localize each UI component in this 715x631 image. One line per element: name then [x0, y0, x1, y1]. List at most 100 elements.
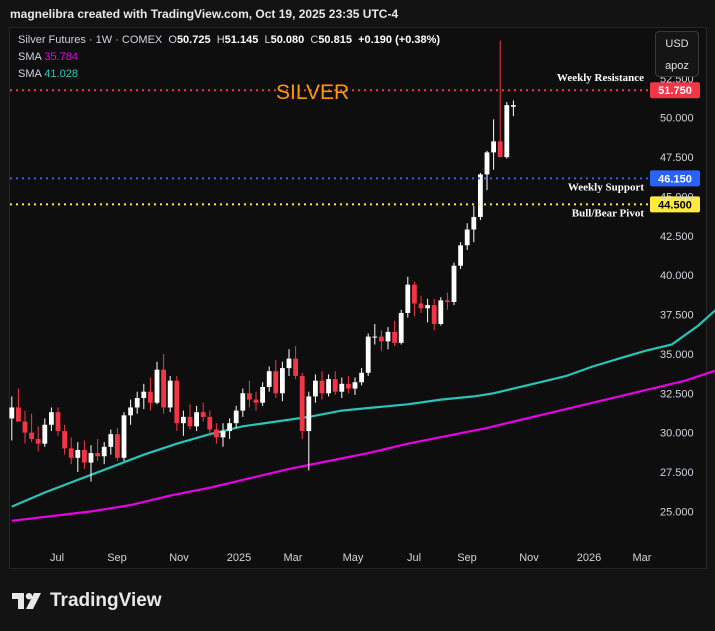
candle-body-39: [266, 371, 272, 387]
level-name-0: Weekly Resistance: [557, 72, 644, 84]
candle-body-55: [372, 336, 378, 338]
candle-body-58: [392, 331, 397, 343]
currency-unit-button[interactable]: USD apoz: [655, 31, 699, 77]
candle-52: [352, 377, 358, 395]
y-tick-label-10: 50.000: [660, 113, 694, 125]
candle-63: [425, 298, 430, 323]
candle-17: [121, 412, 127, 461]
candle-body-3: [29, 432, 34, 439]
candle-16: [115, 427, 120, 461]
candle-body-47: [319, 380, 325, 394]
candle-10: [75, 442, 81, 472]
candle-body-62: [418, 303, 424, 309]
candle-body-1: [16, 407, 21, 422]
candle-body-20: [141, 391, 147, 398]
candle-body-76: [511, 105, 516, 107]
candle-19: [134, 391, 140, 414]
legend-sma1-row: SMA 35.784: [18, 51, 78, 63]
legend-sma1-value: 35.784: [44, 51, 78, 63]
x-tick-label-5: May: [343, 552, 364, 564]
y-axis-ticks: 25.000 27.500 30.000 32.500 35.000 37.500 40.0…: [660, 73, 694, 518]
y-tick-label-2: 30.000: [660, 428, 694, 440]
candle-62: [418, 295, 424, 313]
candle-44: [299, 372, 305, 439]
x-tick-label-7: Sep: [457, 552, 477, 564]
candle-body-33: [227, 423, 232, 432]
candle-65: [438, 297, 444, 326]
candle-body-9: [68, 448, 74, 458]
candle-18: [128, 399, 133, 425]
candle-body-60: [405, 284, 411, 313]
candle-46: [313, 374, 318, 403]
levels-group: Weekly Resistance 51.750 Weekly Support 46.…: [10, 72, 700, 219]
legend-high: 51.145: [224, 34, 259, 46]
candle-45: [306, 391, 312, 471]
candle-21: [148, 377, 153, 411]
candle-body-32: [220, 431, 226, 438]
candle-body-48: [326, 379, 331, 394]
candle-body-11: [82, 449, 87, 463]
candle-body-63: [425, 305, 430, 309]
candle-32: [220, 423, 226, 447]
candle-body-31: [214, 429, 219, 438]
candle-body-12: [88, 453, 94, 463]
candle-23: [161, 353, 166, 414]
candle-48: [326, 374, 331, 397]
candle-30: [207, 410, 213, 436]
candle-13: [95, 438, 100, 461]
candle-body-35: [240, 393, 246, 411]
level-price-box-0: [650, 82, 700, 99]
candle-0: [9, 396, 15, 441]
candle-72: [484, 150, 490, 191]
candle-body-46: [313, 380, 318, 397]
candle-body-65: [438, 300, 444, 324]
sma-35-784-path: [11, 369, 715, 522]
candle-43: [293, 346, 298, 380]
level-price-label-0: 51.750: [658, 85, 692, 97]
candle-57: [385, 327, 391, 350]
y-tick-label-6: 40.000: [660, 270, 694, 282]
candle-76: [511, 100, 516, 117]
candle-12: [88, 445, 94, 482]
candle-body-52: [352, 382, 358, 389]
candle-body-25: [174, 380, 180, 424]
candle-body-45: [306, 396, 312, 432]
candle-69: [464, 223, 470, 250]
candle-41: [280, 361, 285, 402]
candle-28: [194, 405, 199, 432]
chart-title: SILVER: [276, 81, 349, 104]
candle-8: [62, 424, 67, 455]
candle-body-36: [247, 393, 252, 400]
candle-body-73: [491, 141, 496, 153]
currency-label: USD: [665, 38, 689, 50]
candle-53: [359, 368, 364, 386]
legend-close-label: C: [310, 34, 319, 46]
candle-1: [16, 388, 21, 422]
x-tick-label-8: Nov: [519, 552, 539, 564]
legend-low: 50.080: [270, 34, 305, 46]
candle-body-72: [484, 152, 490, 175]
candle-35: [240, 388, 246, 417]
chart-area[interactable]: [9, 27, 707, 569]
candle-67: [451, 262, 457, 306]
candle-37: [253, 391, 259, 411]
candle-body-38: [260, 386, 265, 403]
legend-sma2-row: SMA 41.028: [18, 68, 78, 80]
candle-36: [247, 380, 252, 408]
candle-61: [412, 281, 417, 317]
candle-9: [68, 437, 74, 465]
candle-body-18: [128, 407, 133, 416]
candle-body-75: [504, 105, 510, 158]
candle-body-7: [55, 412, 61, 432]
tradingview-brand-text: TradingView: [50, 590, 162, 611]
candle-27: [187, 404, 193, 430]
candle-body-53: [359, 372, 364, 383]
unit-label: apoz: [665, 60, 689, 72]
legend-open-label: O: [168, 34, 177, 46]
candle-body-2: [22, 421, 28, 433]
candle-body-22: [154, 369, 160, 403]
y-tick-label-5: 37.500: [660, 310, 694, 322]
candle-body-26: [181, 416, 186, 424]
y-tick-label-7: 42.500: [660, 231, 694, 243]
